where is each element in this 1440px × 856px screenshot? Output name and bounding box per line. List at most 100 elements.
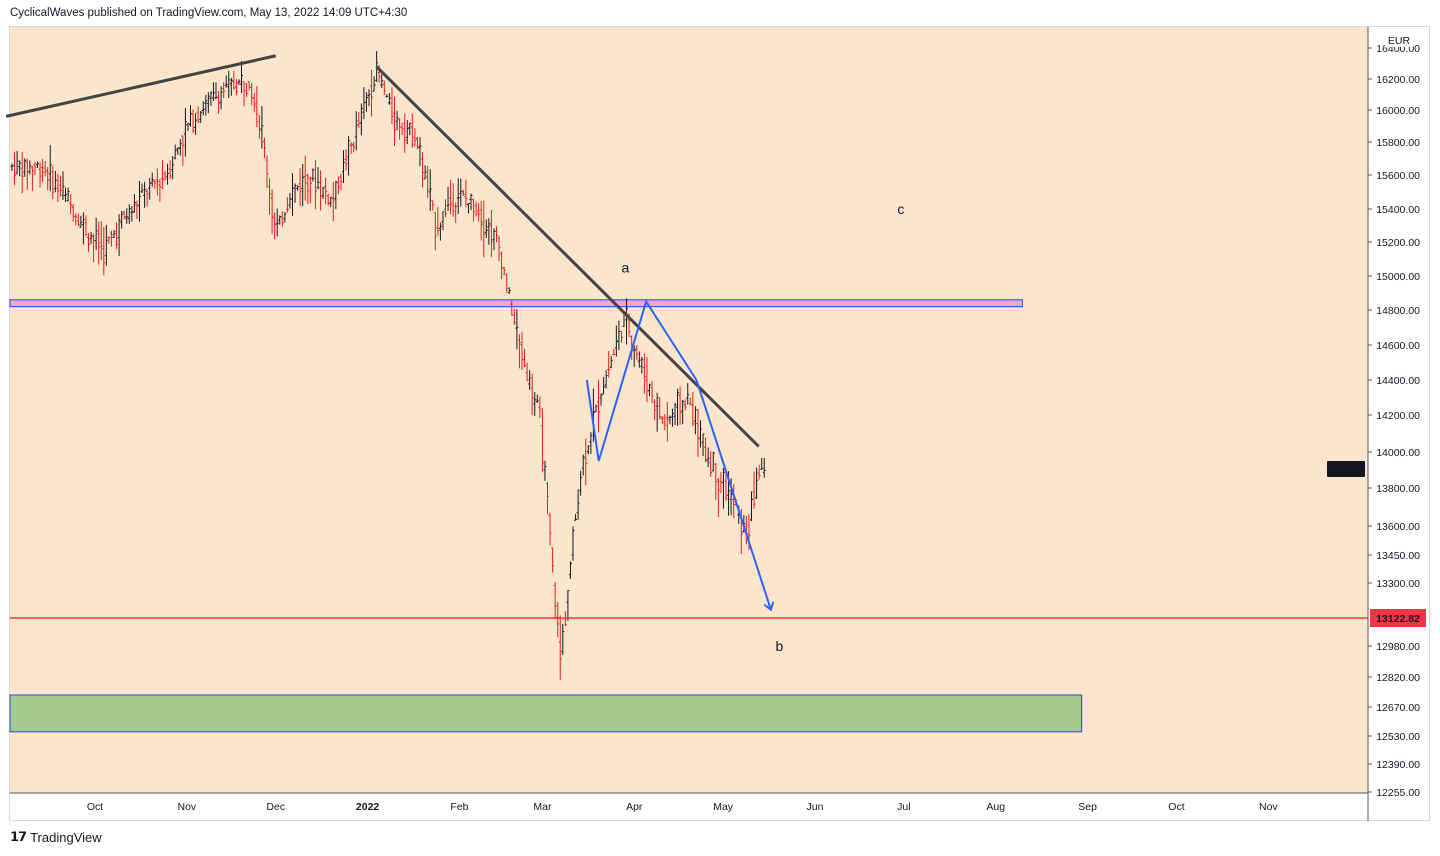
ohlc-bar	[87, 233, 90, 252]
ohlc-bar	[347, 136, 351, 176]
ohlc-bar	[584, 438, 588, 486]
ohlc-bar	[367, 89, 371, 107]
last-price-tag	[1370, 609, 1426, 627]
ohlc-bar	[10, 163, 14, 171]
ohlc-bar	[681, 400, 685, 425]
ohlc-bar	[33, 161, 37, 176]
ohlc-bar	[438, 222, 442, 241]
y-tick-label: 15000.00	[1376, 271, 1420, 283]
ohlc-bar	[495, 226, 498, 243]
last-price-label: 13122.82	[1376, 613, 1420, 625]
plot-background	[10, 27, 1368, 793]
wave-label-b: b	[776, 638, 784, 654]
ohlc-bar	[574, 514, 578, 521]
ohlc-bar	[653, 399, 657, 421]
ohlc-bar	[273, 212, 277, 240]
ohlc-bar	[602, 376, 606, 395]
ohlc-bar	[51, 165, 55, 200]
ohlc-bar	[308, 176, 312, 204]
ohlc-bar	[194, 113, 198, 135]
ohlc-bar	[53, 170, 57, 193]
ohlc-bar	[403, 113, 407, 153]
ohlc-bar	[160, 159, 164, 189]
ohlc-bar	[464, 179, 468, 208]
ohlc-bar	[28, 160, 32, 175]
ohlc-bar	[642, 353, 646, 394]
ohlc-bar	[237, 79, 241, 85]
y-tick-label: 13800.00	[1376, 483, 1420, 495]
ohlc-bar	[324, 177, 328, 205]
ohlc-bar	[709, 451, 713, 477]
y-tick-label: 16000.00	[1376, 105, 1420, 117]
ohlc-bar	[30, 166, 34, 192]
ohlc-bar	[41, 158, 45, 182]
ohlc-bar	[196, 106, 200, 124]
ohlc-bar	[352, 141, 356, 153]
ohlc-bar	[599, 393, 603, 406]
ohlc-bar	[303, 155, 307, 201]
ohlc-bar	[153, 179, 157, 189]
ohlc-bar	[625, 298, 629, 345]
ohlc-bar	[359, 103, 363, 136]
ohlc-bar	[517, 334, 521, 369]
ohlc-bar	[217, 91, 221, 114]
ohlc-bar	[372, 76, 376, 92]
ohlc-bar	[171, 156, 175, 180]
y-tick-label: 12530.00	[1376, 731, 1420, 743]
tradingview-logo-icon[interactable]: 𝟭𝟳	[10, 829, 27, 844]
ohlc-bar	[558, 615, 562, 680]
footer-brand[interactable]: TradingView	[30, 829, 102, 845]
ohlc-bar	[301, 164, 305, 207]
ohlc-bar	[278, 215, 282, 225]
ohlc-bar	[48, 145, 52, 192]
y-tick-label: 15400.00	[1376, 204, 1420, 216]
ohlc-bar	[691, 391, 695, 427]
ohlc-bar	[127, 204, 131, 224]
ohlc-bar	[479, 201, 483, 241]
ohlc-bar	[719, 472, 723, 493]
ohlc-bar	[122, 210, 126, 220]
ohlc-bar	[293, 183, 297, 203]
ohlc-bar	[201, 101, 205, 116]
ohlc-bar	[528, 370, 532, 390]
ohlc-bar	[755, 467, 759, 499]
ohlc-bar	[699, 420, 702, 448]
ohlc-bar	[89, 232, 93, 244]
ohlc-bar	[515, 309, 519, 350]
ohlc-bar	[234, 79, 238, 96]
y-tick-label: 13450.00	[1376, 550, 1420, 562]
currency-label: EUR	[1388, 35, 1411, 47]
ohlc-bar	[354, 111, 358, 151]
ohlc-bar	[472, 198, 476, 222]
ohlc-bar	[561, 623, 565, 655]
ohlc-bar	[413, 127, 417, 147]
x-tick-label: Aug	[986, 801, 1005, 813]
ohlc-bar	[15, 150, 19, 175]
y-tick-label: 14400.00	[1376, 375, 1420, 387]
ohlc-bar	[145, 189, 149, 207]
ohlc-bar	[342, 150, 345, 183]
upper-trendline	[5, 54, 277, 118]
y-tick-label: 15800.00	[1376, 137, 1420, 149]
x-tick-label: Oct	[1168, 801, 1184, 813]
ohlc-bar	[102, 226, 106, 276]
ohlc-bar	[84, 215, 88, 237]
ohlc-bar	[166, 163, 170, 185]
ohlc-bar	[257, 115, 261, 139]
x-tick-label: Dec	[266, 801, 285, 813]
resistance-zone	[9, 299, 1024, 308]
ohlc-bar	[255, 86, 259, 128]
ohlc-bar	[224, 75, 228, 88]
y-tick-label: 14600.00	[1376, 340, 1420, 352]
ohlc-bar	[140, 183, 144, 194]
ohlc-bar	[673, 402, 677, 426]
ohlc-bar	[252, 92, 256, 113]
ohlc-bar	[609, 356, 613, 369]
x-tick-label: May	[713, 801, 734, 813]
ohlc-bar	[423, 165, 427, 180]
ohlc-bar	[395, 110, 399, 131]
ohlc-bar	[441, 211, 445, 231]
ohlc-bar	[410, 113, 414, 148]
ohlc-bar	[380, 74, 384, 89]
